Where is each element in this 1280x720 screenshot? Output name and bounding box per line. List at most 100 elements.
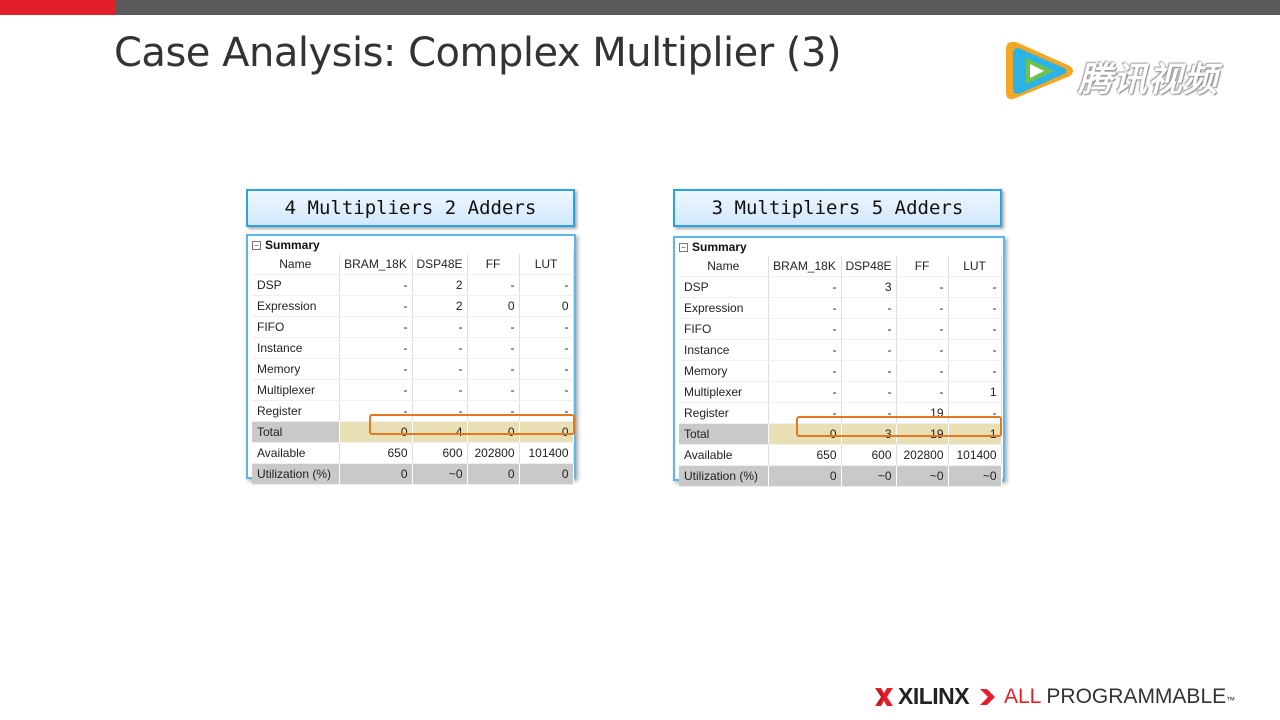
footer-tag-rest: PROGRAMMABLE bbox=[1040, 685, 1227, 708]
cell: - bbox=[467, 358, 520, 380]
column-header: Name bbox=[679, 256, 769, 277]
column-header: BRAM_18K bbox=[768, 256, 842, 277]
cell: - bbox=[339, 316, 413, 338]
cell: 650 bbox=[339, 442, 413, 464]
row-name: Multiplexer bbox=[252, 379, 340, 401]
total-row: Total 0 4 0 0 bbox=[252, 421, 574, 443]
row-name: DSP bbox=[679, 276, 769, 298]
cell: - bbox=[412, 337, 468, 359]
cell: - bbox=[948, 318, 1002, 340]
xilinx-x-icon bbox=[875, 688, 893, 706]
slide-title: Case Analysis: Complex Multiplier (3) bbox=[114, 30, 842, 76]
summary-title: Summary bbox=[265, 238, 320, 252]
row-name: FIFO bbox=[679, 318, 769, 340]
cell: - bbox=[896, 360, 949, 382]
table-row: Expression - - - - bbox=[679, 297, 1002, 319]
cell: 0 bbox=[339, 421, 413, 443]
collapse-toggle-icon[interactable]: − bbox=[252, 241, 261, 250]
summary-panel-right: − Summary Name BRAM_18K DSP48E FF LUT DSP… bbox=[673, 236, 1005, 487]
cell: 19 bbox=[896, 423, 949, 445]
collapse-toggle-icon[interactable]: − bbox=[679, 243, 688, 252]
summary-header-left[interactable]: − Summary bbox=[248, 236, 574, 254]
row-name: Register bbox=[252, 400, 340, 422]
cell: 0 bbox=[467, 421, 520, 443]
utilization-row: Utilization (%) 0 ~0 ~0 ~0 bbox=[679, 465, 1002, 487]
row-name: Instance bbox=[679, 339, 769, 361]
cell: 0 bbox=[339, 463, 413, 485]
row-name: Total bbox=[252, 421, 340, 443]
row-name: DSP bbox=[252, 274, 340, 296]
cell: - bbox=[768, 381, 842, 403]
utilization-row: Utilization (%) 0 ~0 0 0 bbox=[252, 463, 574, 485]
chevron-right-icon bbox=[980, 689, 995, 705]
cell: ~0 bbox=[896, 465, 949, 487]
cell: - bbox=[519, 400, 574, 422]
cell: - bbox=[339, 337, 413, 359]
resource-table-right: Name BRAM_18K DSP48E FF LUT DSP -3- - Expr… bbox=[679, 256, 1002, 487]
row-name: Instance bbox=[252, 337, 340, 359]
row-name: Memory bbox=[252, 358, 340, 380]
cell: - bbox=[519, 316, 574, 338]
total-highlight-right bbox=[796, 416, 1002, 437]
row-name: Expression bbox=[252, 295, 340, 317]
table-row: DSP -3- - bbox=[679, 276, 1002, 298]
footer-tag-all: ALL bbox=[1004, 685, 1041, 708]
cell: - bbox=[896, 297, 949, 319]
cell: - bbox=[519, 358, 574, 380]
cell: - bbox=[841, 360, 897, 382]
row-name: FIFO bbox=[252, 316, 340, 338]
cell: 1 bbox=[948, 423, 1002, 445]
cell: ~0 bbox=[841, 465, 897, 487]
table-row: DSP -2- - bbox=[252, 274, 574, 296]
row-name: Utilization (%) bbox=[252, 463, 340, 485]
summary-header-right[interactable]: − Summary bbox=[675, 238, 1003, 256]
column-header: FF bbox=[467, 254, 520, 275]
row-name: Multiplexer bbox=[679, 381, 769, 403]
row-name: Available bbox=[679, 444, 769, 466]
row-name: Available bbox=[252, 442, 340, 464]
table-row: Memory - - - - bbox=[679, 360, 1002, 382]
table-row: Memory - - - - bbox=[252, 358, 574, 380]
cell: - bbox=[467, 400, 520, 422]
cell: 0 bbox=[768, 465, 842, 487]
cell: - bbox=[467, 274, 520, 296]
cell: - bbox=[948, 339, 1002, 361]
cell: ~0 bbox=[412, 463, 468, 485]
cell: - bbox=[339, 295, 413, 317]
cell: 0 bbox=[519, 463, 574, 485]
cell: 101400 bbox=[519, 442, 574, 464]
cell: 0 bbox=[519, 421, 574, 443]
table-row: Expression -2 0 0 bbox=[252, 295, 574, 317]
table-row: Multiplexer - - -1 bbox=[679, 381, 1002, 403]
footer-tagline: ALL PROGRAMMABLE™ bbox=[1004, 685, 1235, 709]
cell: 0 bbox=[467, 295, 520, 317]
cell: - bbox=[412, 379, 468, 401]
available-row: Available 650 600 202800 101400 bbox=[252, 442, 574, 464]
cell: - bbox=[768, 360, 842, 382]
total-highlight-left bbox=[369, 414, 575, 435]
footer-tm: ™ bbox=[1226, 695, 1236, 705]
panel-label-right: 3 Multipliers 5 Adders bbox=[673, 189, 1002, 227]
available-row: Available 650 600 202800 101400 bbox=[679, 444, 1002, 466]
cell: - bbox=[519, 379, 574, 401]
cell: 1 bbox=[948, 381, 1002, 403]
cell: ~0 bbox=[948, 465, 1002, 487]
table-row: Multiplexer - - - - bbox=[252, 379, 574, 401]
cell: - bbox=[412, 316, 468, 338]
cell: 202800 bbox=[467, 442, 520, 464]
table-row: FIFO - - - - bbox=[679, 318, 1002, 340]
cell: - bbox=[467, 379, 520, 401]
table-header-row: Name BRAM_18K DSP48E FF LUT bbox=[679, 256, 1002, 277]
cell: 600 bbox=[412, 442, 468, 464]
cell: 3 bbox=[841, 423, 897, 445]
cell: - bbox=[948, 276, 1002, 298]
summary-panel-left: − Summary Name BRAM_18K DSP48E FF LUT DSP… bbox=[246, 234, 576, 485]
cell: 600 bbox=[841, 444, 897, 466]
cell: - bbox=[412, 400, 468, 422]
cell: - bbox=[412, 358, 468, 380]
cell: - bbox=[768, 276, 842, 298]
table-header-row: Name BRAM_18K DSP48E FF LUT bbox=[252, 254, 574, 275]
table-row: FIFO - - - - bbox=[252, 316, 574, 338]
cell: - bbox=[841, 339, 897, 361]
play-logo-icon bbox=[1006, 42, 1073, 100]
